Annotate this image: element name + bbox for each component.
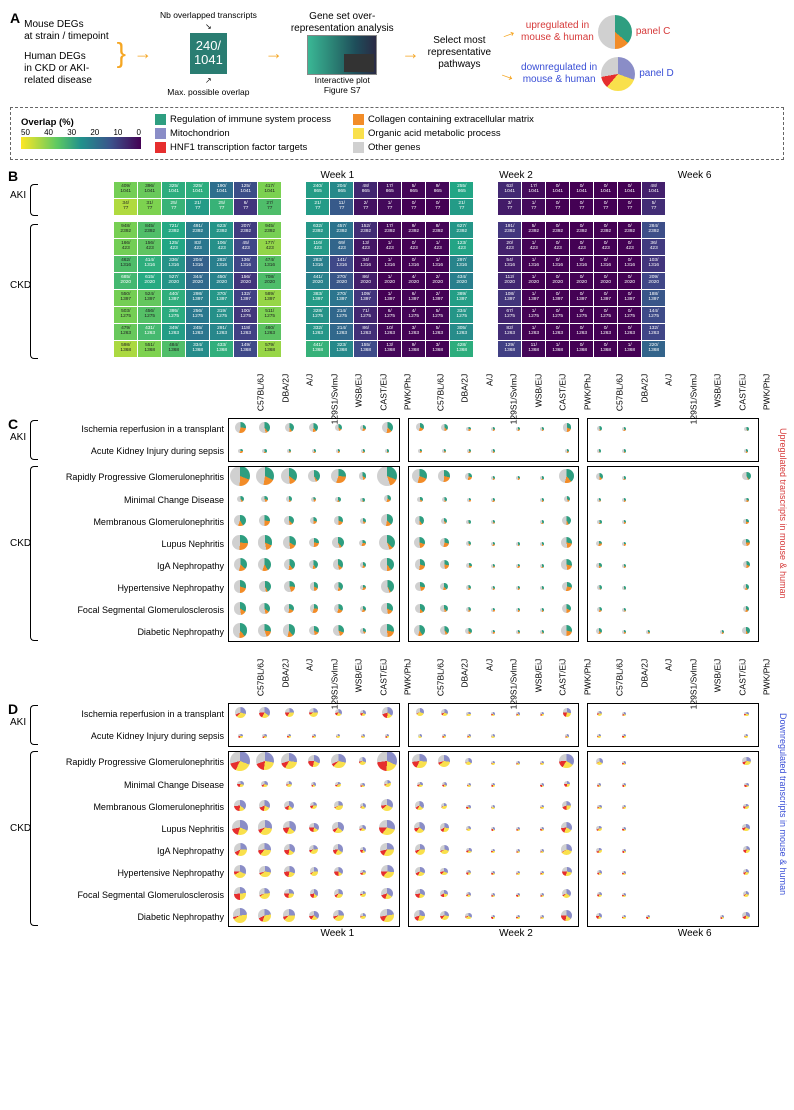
pie-icon-down [601,57,635,91]
gene-set: Gene set over- representation analysis [291,11,394,35]
arrow-icon: → [402,43,420,64]
human-degs: Human DEGs in CKD or AKI- related diseas… [24,51,108,87]
heatmap: Ischemia reperfusion in a transplant409/… [10,181,784,358]
nb-label: Nb overlapped transcripts [160,10,257,20]
panel-a-flow: Mouse DEGs at strain / timepoint Human D… [24,10,674,97]
legend-items: Regulation of immune system processColla… [155,114,534,153]
mouse-degs: Mouse DEGs at strain / timepoint [24,19,108,43]
side-label-d: Downregulated transcripts in mouse & hum… [778,713,788,923]
arrow-icon: → [265,43,283,64]
panel-a-label: A [10,10,20,26]
arrow-icon: → [134,43,152,64]
arrow-icon: → [496,62,520,88]
panel-b-label: B [8,168,18,184]
scale-ticks: 50403020100 [21,128,141,137]
panel-c-ref: panel C [636,26,670,38]
panel-d-label: D [8,701,18,717]
up-label: upregulated in mouse & human [521,20,594,44]
scale-bar [21,137,141,149]
legend-box: Overlap (%) 50403020100 Regulation of im… [10,107,784,160]
strain-labels: C57BL/6JDBA/2JA/J129S1/SvImJWSB/EiJCAST/… [248,358,784,414]
down-label: downregulated in mouse & human [521,62,597,86]
max-label: Max. possible overlap [167,87,249,97]
panel-c-label: C [8,416,18,432]
overlap-box: 240/ 1041 [190,33,227,74]
strain-labels: C57BL/6JDBA/2JA/J129S1/SvImJWSB/EiJCAST/… [248,643,784,699]
interactive: Interactive plot Figure S7 [315,75,370,95]
pie-icon-up [598,15,632,49]
heatmap-thumb [307,35,377,75]
week-headers: Week 1Week 2Week 6 [248,170,784,181]
side-label-c: Upregulated transcripts in mouse & human [778,428,788,638]
arrow-icon: → [496,20,520,46]
panel-d-ref: panel D [639,68,673,80]
brace-icon: } [117,37,126,69]
week-footers: Week 1Week 2Week 6 [248,928,784,939]
legend-title: Overlap (%) [21,117,141,128]
select-rep: Select most representative pathways [428,35,491,71]
